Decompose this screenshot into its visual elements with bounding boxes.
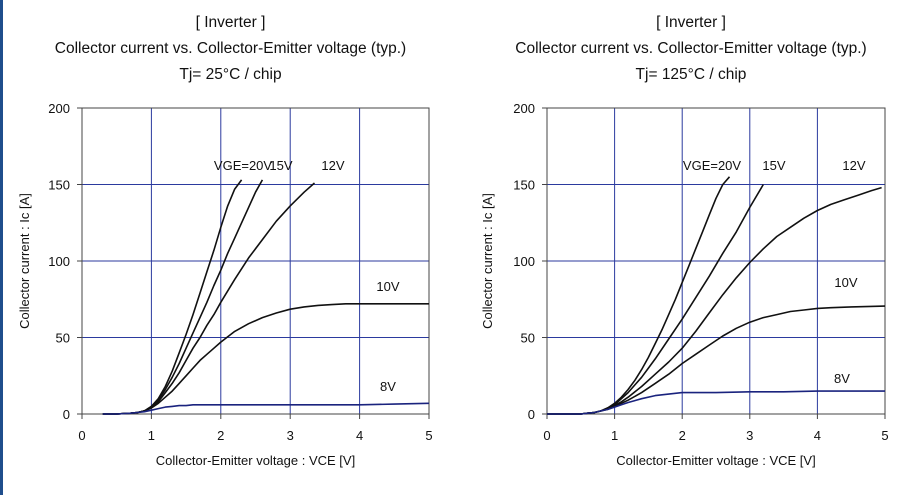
x-tick-label: 1	[611, 428, 618, 443]
x-tick-label: 0	[78, 428, 85, 443]
x-tick-label: 5	[425, 428, 432, 443]
series-line-10v	[102, 302, 429, 415]
chart-title-line-3: Tj= 125°C / chip	[635, 66, 747, 83]
x-tick-label: 3	[746, 428, 753, 443]
x-tick-label: 2	[217, 428, 224, 443]
x-tick-label: 0	[543, 428, 550, 443]
curve-label: 8V	[834, 371, 850, 386]
chart-title-line-1: [ Inverter ]	[195, 14, 266, 31]
curve-label: VGE=20V	[214, 158, 273, 173]
series-line-12v	[547, 186, 882, 415]
y-axis-label: Collector current : Ic [A]	[480, 193, 495, 329]
x-tick-label: 1	[148, 428, 155, 443]
curve-label: 15V	[269, 158, 292, 173]
curve-label: 10V	[834, 275, 857, 290]
y-tick-label: 100	[48, 254, 70, 269]
curve-label: VGE=20V	[683, 158, 742, 173]
chart-title-block: [ Inverter ] Collector current vs. Colle…	[3, 10, 458, 88]
x-tick-label: 4	[814, 428, 821, 443]
x-tick-label: 5	[881, 428, 888, 443]
series-line-8v	[102, 402, 430, 415]
x-tick-label: 4	[356, 428, 363, 443]
y-tick-label: 0	[528, 407, 535, 422]
x-tick-label: 2	[679, 428, 686, 443]
chart-title-line-3: Tj= 25°C / chip	[179, 66, 282, 83]
curve-label: 15V	[762, 158, 785, 173]
series-line-8v	[547, 390, 885, 415]
y-tick-label: 50	[521, 331, 535, 346]
curve-label: 12V	[321, 158, 344, 173]
curve-label: 8V	[380, 379, 396, 394]
curve-label: 12V	[842, 158, 865, 173]
x-tick-label: 3	[287, 428, 294, 443]
curve-label: 10V	[376, 279, 399, 294]
y-tick-label: 100	[513, 254, 535, 269]
chart-title-block: [ Inverter ] Collector current vs. Colle…	[466, 10, 916, 88]
series-line-15v	[547, 184, 764, 415]
chart-panel-25c: [ Inverter ] Collector current vs. Colle…	[3, 0, 458, 495]
y-tick-label: 0	[63, 407, 70, 422]
series-line-vge-20v	[547, 176, 731, 415]
y-tick-label: 200	[48, 101, 70, 116]
x-axis-label: Collector-Emitter voltage : VCE [V]	[156, 453, 355, 468]
y-axis-label: Collector current : Ic [A]	[17, 193, 32, 329]
window-left-border	[0, 0, 3, 495]
chart-panel-125c: [ Inverter ] Collector current vs. Colle…	[466, 0, 916, 495]
chart-title-line-2: Collector current vs. Collector-Emitter …	[54, 40, 407, 57]
x-axis-label: Collector-Emitter voltage : VCE [V]	[616, 453, 815, 468]
y-tick-label: 150	[48, 178, 70, 193]
y-tick-label: 150	[513, 178, 535, 193]
y-tick-label: 200	[513, 101, 535, 116]
series-line-10v	[547, 305, 886, 415]
chart-title-line-2: Collector current vs. Collector-Emitter …	[515, 40, 867, 57]
chart-title-line-1: [ Inverter ]	[656, 14, 726, 31]
y-tick-label: 50	[56, 331, 70, 346]
